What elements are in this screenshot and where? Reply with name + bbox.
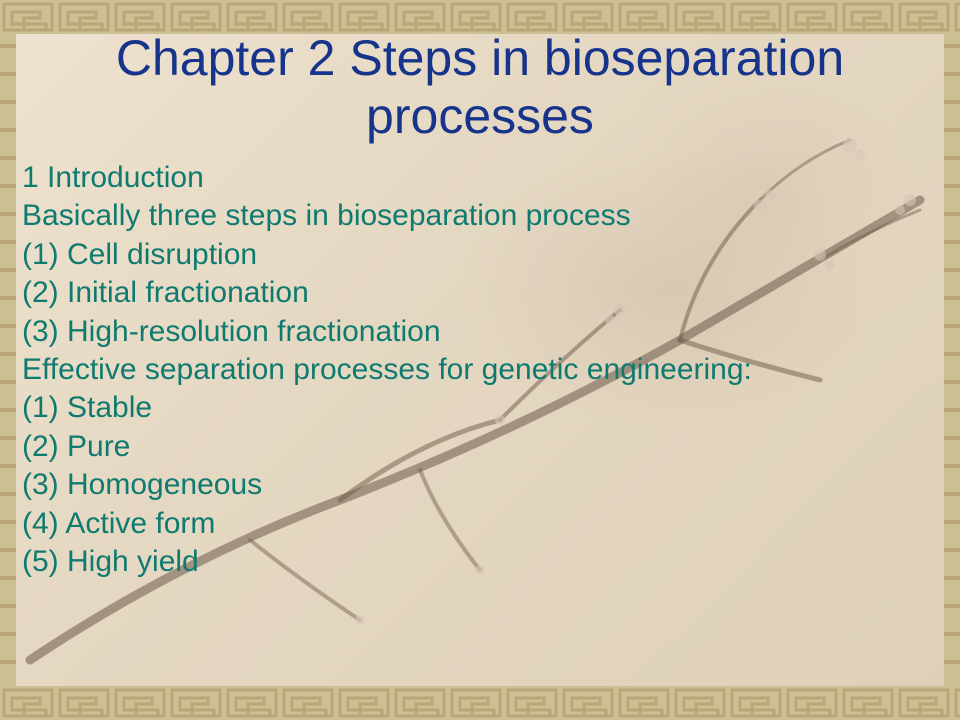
- body-line: (3) High-resolution fractionation: [20, 313, 940, 351]
- greek-key-tile: [280, 0, 336, 34]
- greek-key-tile: [840, 0, 896, 34]
- greek-key-tile: [56, 0, 112, 34]
- greek-key-tile: [336, 0, 392, 34]
- body-line: Effective separation processes for genet…: [20, 351, 940, 389]
- greek-key-tile: [0, 686, 56, 720]
- border-right: [944, 0, 960, 720]
- greek-key-tile: [896, 0, 952, 34]
- slide-title: Chapter 2 Steps in bioseparation process…: [20, 30, 940, 145]
- greek-key-tile: [336, 686, 392, 720]
- greek-key-tile: [112, 0, 168, 34]
- greek-key-tile: [616, 686, 672, 720]
- greek-key-tile: [504, 686, 560, 720]
- greek-key-tile: [672, 0, 728, 34]
- greek-key-tile: [448, 0, 504, 34]
- greek-key-tile: [952, 0, 960, 34]
- greek-key-tile: [616, 0, 672, 34]
- body-line: (3) Homogeneous: [20, 466, 940, 504]
- border-left: [0, 0, 16, 720]
- body-line: (2) Pure: [20, 428, 940, 466]
- greek-key-tile: [784, 686, 840, 720]
- greek-key-tile: [728, 0, 784, 34]
- body-line: 1 Introduction: [20, 159, 940, 197]
- body-line: (2) Initial fractionation: [20, 274, 940, 312]
- body-line: (5) High yield: [20, 543, 940, 581]
- greek-key-tile: [56, 686, 112, 720]
- greek-key-tile: [728, 686, 784, 720]
- slide-body: 1 IntroductionBasically three steps in b…: [20, 159, 940, 581]
- slide-content: Chapter 2 Steps in bioseparation process…: [20, 30, 940, 581]
- greek-key-tile: [280, 686, 336, 720]
- greek-key-tile: [168, 0, 224, 34]
- body-line: (1) Cell disruption: [20, 236, 940, 274]
- greek-key-tile: [448, 686, 504, 720]
- greek-key-tile: [112, 686, 168, 720]
- body-line: Basically three steps in bioseparation p…: [20, 197, 940, 235]
- greek-key-tile: [672, 686, 728, 720]
- greek-key-tile: [224, 0, 280, 34]
- greek-key-tile: [392, 686, 448, 720]
- greek-key-tile: [952, 686, 960, 720]
- greek-key-tile: [0, 0, 56, 34]
- greek-key-tile: [224, 686, 280, 720]
- greek-key-tile: [504, 0, 560, 34]
- greek-key-tile: [560, 0, 616, 34]
- greek-key-tile: [560, 686, 616, 720]
- body-line: (4) Active form: [20, 505, 940, 543]
- greek-key-tile: [840, 686, 896, 720]
- greek-key-tile: [896, 686, 952, 720]
- greek-key-tile: [168, 686, 224, 720]
- greek-key-tile: [784, 0, 840, 34]
- greek-key-tile: [392, 0, 448, 34]
- body-line: (1) Stable: [20, 389, 940, 427]
